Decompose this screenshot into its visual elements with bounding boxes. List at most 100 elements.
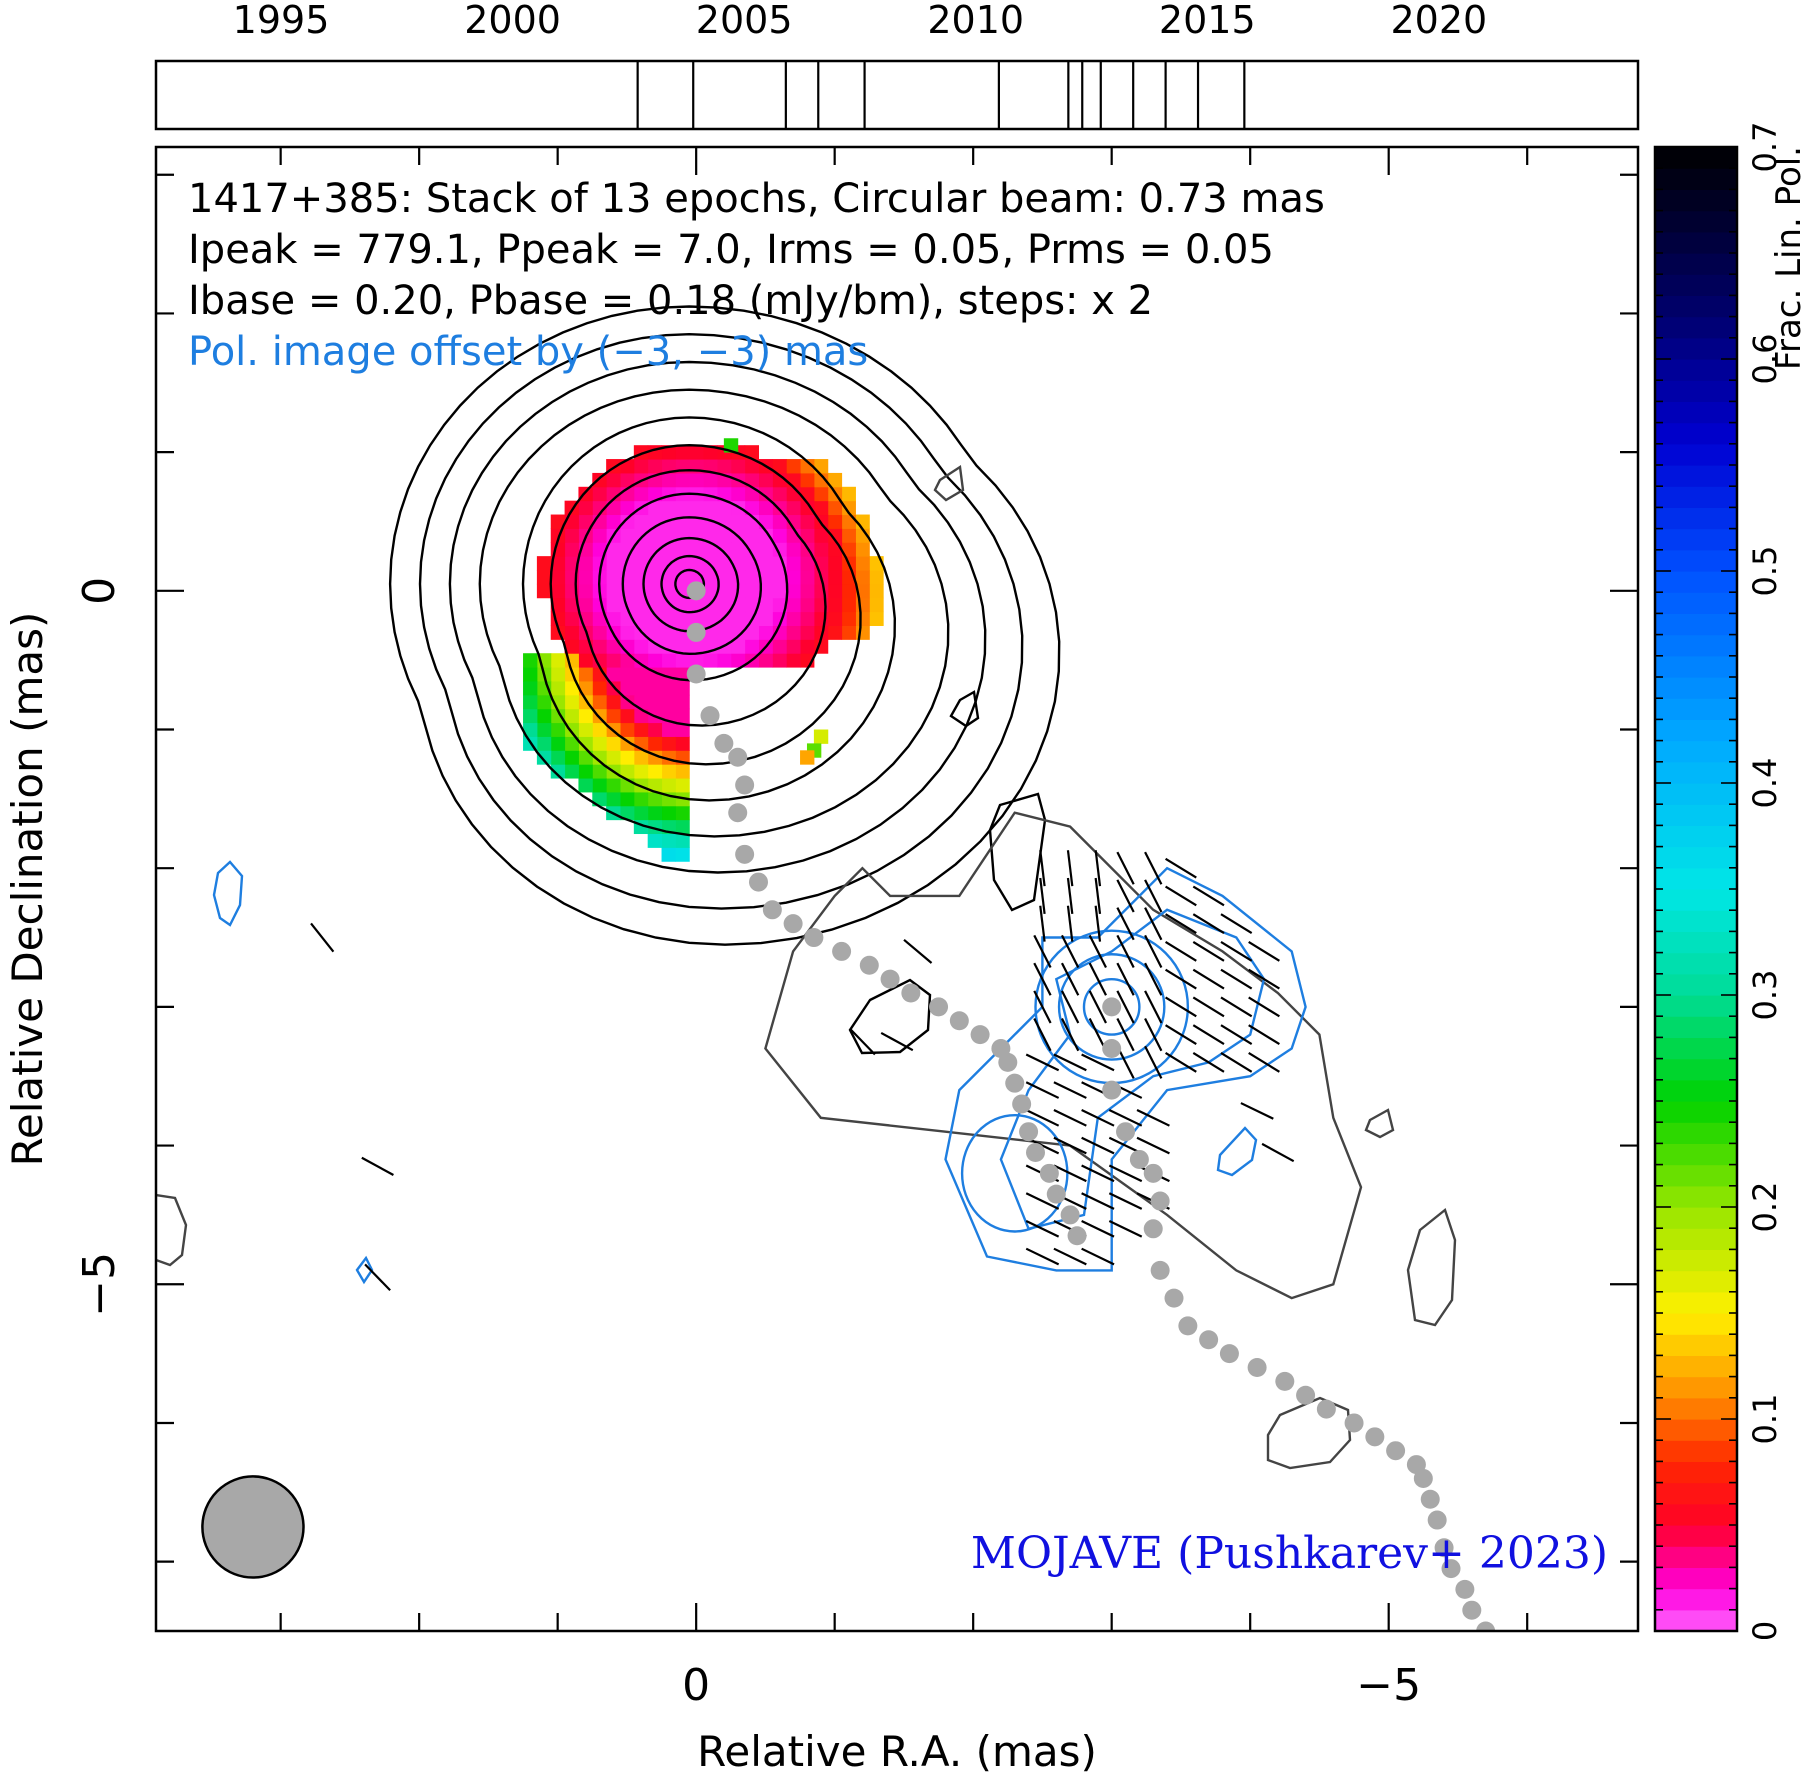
- pol-pixel: [523, 653, 538, 668]
- pol-pixel: [619, 736, 635, 751]
- colorbar-swatch: [1655, 147, 1737, 169]
- ridge-point-offset: [1455, 1579, 1475, 1599]
- pol-pixel: [675, 680, 690, 696]
- pol-pixel: [564, 597, 579, 613]
- colorbar-tick-label: 0: [1746, 1621, 1784, 1641]
- colorbar-swatch: [1655, 1482, 1737, 1505]
- evpa-stick: [1165, 1024, 1197, 1045]
- pol-pixel: [592, 722, 607, 737]
- pol-pixel: [661, 680, 676, 696]
- pol-pixel: [606, 597, 621, 613]
- pol-pixel: [633, 653, 649, 668]
- pol-pixel: [619, 805, 635, 821]
- pol-pixel: [869, 570, 884, 585]
- evpa-stick: [361, 1156, 394, 1176]
- evpa-stick: [1248, 1024, 1280, 1045]
- pol-pixel: [841, 611, 856, 626]
- i-contour: [597, 492, 789, 682]
- evpa-stick: [1025, 1081, 1060, 1099]
- pol-pixel: [633, 680, 649, 696]
- pol-pixel: [619, 764, 635, 779]
- pol-pixel: [578, 667, 593, 682]
- ridge-point-offset: [1199, 1330, 1219, 1350]
- ridge-point-offset: [1296, 1385, 1316, 1405]
- pol-pixel: [661, 653, 676, 668]
- evpa-stick: [1088, 934, 1107, 968]
- pol-pixel: [661, 500, 676, 516]
- pol-pixel: [661, 764, 676, 779]
- pol-pixel: [855, 528, 870, 543]
- evpa-stick: [1248, 1052, 1280, 1073]
- pol-pixel: [841, 528, 856, 543]
- pol-pixel: [758, 597, 773, 613]
- ridge-point: [728, 803, 748, 823]
- colorbar-swatch: [1655, 274, 1737, 296]
- pol-pixel: [800, 639, 815, 654]
- ridge-point-offset: [1413, 1468, 1433, 1488]
- pol-pixel: [606, 570, 621, 585]
- pol-pixel: [606, 639, 621, 654]
- pol-pixel: [744, 625, 759, 640]
- evpa-stick: [1116, 990, 1135, 1024]
- pol-contour: [1057, 953, 1166, 1061]
- pol-pixel: [592, 680, 607, 696]
- colorbar-swatch: [1655, 889, 1737, 911]
- noise-contour: [1364, 1108, 1395, 1139]
- ridge-point-offset: [1116, 1122, 1136, 1142]
- pol-pixel: [827, 625, 843, 640]
- pol-pixel: [758, 514, 773, 529]
- colorbar-swatch: [1655, 804, 1737, 826]
- pol-pixel: [592, 625, 607, 640]
- evpa-stick: [1060, 1018, 1080, 1052]
- evpa-stick: [1192, 913, 1225, 935]
- noise-contour: [949, 690, 980, 728]
- pol-pixel: [550, 583, 566, 599]
- pol-pixel: [786, 556, 801, 571]
- pol-pixel: [813, 583, 829, 599]
- colorbar-swatch: [1655, 1419, 1737, 1441]
- y-tick-labels: 0 −5: [74, 577, 125, 1317]
- colorbar-swatch: [1655, 1567, 1737, 1590]
- i-contour: [521, 416, 897, 802]
- pol-pixel: [800, 528, 815, 543]
- pol-pixel: [633, 722, 649, 737]
- pol-pixel: [703, 583, 718, 599]
- pol-contour: [944, 866, 1307, 1272]
- pol-pixel: [550, 722, 566, 737]
- pol-pixel: [813, 500, 829, 516]
- evpa-stick: [1220, 913, 1253, 935]
- pol-noise-contour: [1216, 1126, 1258, 1177]
- i-contour: [660, 554, 720, 614]
- pol-pixel: [786, 625, 801, 640]
- pol-pixel: [606, 653, 621, 668]
- pol-pixel: [647, 778, 663, 793]
- pol-pixel: [689, 500, 704, 516]
- colorbar-swatch: [1655, 740, 1737, 763]
- pol-pixel: [675, 778, 690, 793]
- timeline-tick-labels: 1995 2000 2005 2010 2015 2020: [233, 0, 1488, 42]
- evpa-stick: [1248, 941, 1280, 962]
- pol-pixel: [758, 542, 773, 557]
- evpa-stick: [1081, 1109, 1115, 1127]
- jet-ridge-line-offset: [1102, 997, 1496, 1631]
- pol-pixel: [841, 500, 856, 516]
- ridge-point-offset: [1150, 1260, 1170, 1280]
- pol-pixel: [647, 528, 663, 543]
- credit-label: MOJAVE (Pushkarev+ 2023): [971, 1528, 1608, 1579]
- pol-pixel: [730, 653, 746, 668]
- pol-pixel: [772, 486, 787, 502]
- pol-pixel: [772, 583, 787, 599]
- evpa-stick: [1136, 1109, 1170, 1127]
- pol-pixel: [619, 680, 635, 696]
- pol-pixel: [550, 708, 566, 724]
- pol-pixel: [744, 472, 759, 488]
- colorbar-swatch: [1655, 443, 1737, 466]
- pol-pixel: [592, 528, 607, 543]
- pol-pixel: [633, 764, 649, 779]
- pol-pixel: [661, 528, 676, 543]
- colorbar-swatch: [1655, 401, 1737, 424]
- evpa-stick: [1136, 1136, 1170, 1155]
- i-contour: [642, 536, 740, 633]
- pol-pixel: [578, 764, 593, 779]
- pol-pixel: [564, 611, 579, 626]
